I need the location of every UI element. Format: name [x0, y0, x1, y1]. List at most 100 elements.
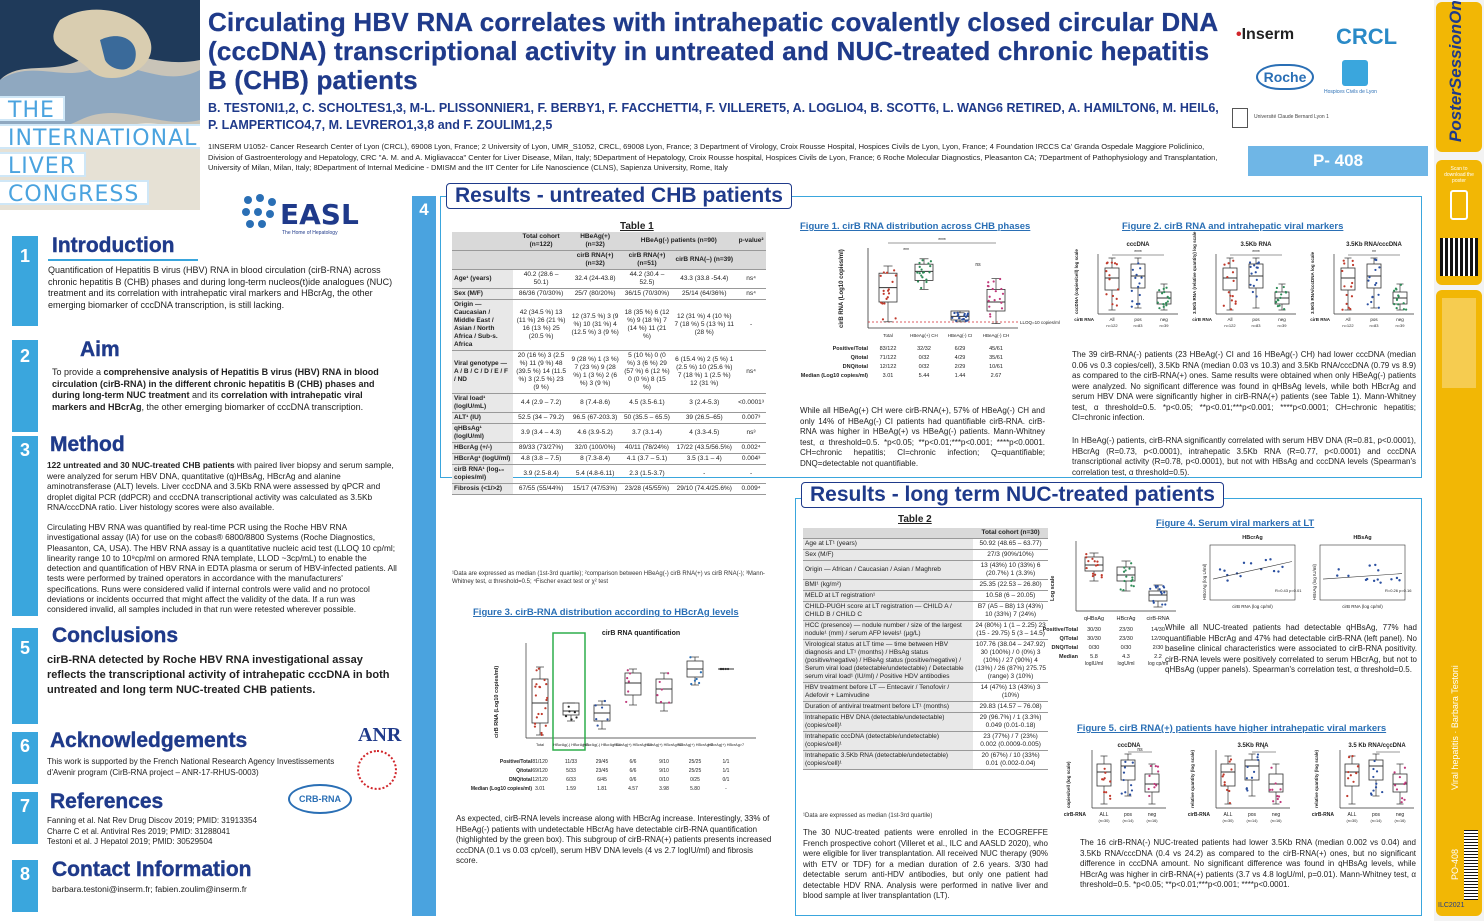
table2-cell: Intrahepatic HBV DNA (detectable/undetec… — [803, 712, 974, 732]
table1-cell: 4.5 (3.5-6.1) — [621, 393, 673, 413]
fig5-box-point — [1245, 777, 1248, 780]
fig5-box-point — [1124, 760, 1127, 763]
table1-cell: 4 (3.3-4.5) — [672, 423, 737, 443]
right-side-strip: PosterSessionOnline Scan to download the… — [1434, 0, 1484, 921]
fig1-box-point — [921, 259, 924, 262]
fig4-stat-value: 30/30 — [1087, 627, 1101, 633]
fig4-box-point — [1119, 588, 1122, 591]
fig3-stat-value: 12/120 — [532, 777, 548, 783]
fig1-stat-value: 10/61 — [989, 364, 1003, 370]
fig5-box-box — [1120, 759, 1136, 781]
fig1-stat-value: 6/29 — [955, 346, 966, 352]
fig5-x-prefix: cirB-RNA — [1312, 812, 1335, 818]
fig2-box-point — [1343, 285, 1346, 288]
table2-cell: 24 (80%) 1 (1 – 2.25) 23 (15 - 29.75) 5 … — [973, 620, 1048, 640]
fig1-box-point — [966, 319, 969, 322]
table2-grid: Total cohort (n=30) Age at LT¹ (years) 50… — [803, 528, 1048, 770]
table1-subheader: cirB RNA(–) (n=39) — [672, 250, 737, 270]
fig5-box-point — [1103, 790, 1106, 794]
fig2-box-point — [1368, 276, 1371, 279]
fig5-n-label: (n=14) — [1122, 819, 1134, 823]
fig1-sig: ns — [975, 262, 981, 268]
fig5-box-box — [1096, 763, 1112, 787]
ilc-year: ILC2021 — [1438, 902, 1465, 909]
fig5-box-point — [1349, 774, 1352, 777]
fig3-text: As expected, cirB-RNA levels increase al… — [456, 814, 772, 865]
fig3-box-box — [562, 702, 580, 716]
table2-cell: 14 (47%) 13 (43%) 3 (10%) — [973, 682, 1048, 702]
fig5-box-point — [1128, 793, 1132, 796]
fig5-box-point — [1404, 781, 1407, 784]
fig2-box-point — [1347, 306, 1350, 309]
table2-cell: CHILD-PUGH score at LT registration — CH… — [803, 601, 974, 621]
fig4-corr-point — [1337, 568, 1340, 571]
fig2-box-point — [1165, 286, 1168, 289]
ilc-word-the: THE — [0, 96, 65, 123]
fig5-box-point — [1245, 787, 1248, 790]
fig1-stat-value: 5.44 — [919, 373, 930, 379]
fig5-box-point — [1123, 766, 1127, 769]
fig2-x-tick: neg — [1278, 317, 1286, 322]
fig2-box-point — [1375, 281, 1378, 285]
fig5-ylabel: copies/cell (log scale) — [1066, 761, 1071, 808]
fig4-stat-label: Positive/Total — [1043, 627, 1079, 633]
fig5-text: The 16 cirB-RNA(-) NUC-treated patients … — [1080, 838, 1416, 889]
fig4-corr-point — [1269, 558, 1272, 561]
poster-session-online-logo[interactable]: PosterSessionOnline — [1436, 0, 1482, 152]
fig3-stat-value: 6/6 — [630, 768, 637, 774]
fig4-box-point — [1161, 603, 1164, 606]
fig4-box-point — [1125, 575, 1128, 578]
fig2-box-point — [1343, 262, 1346, 265]
fig5-box-point — [1356, 765, 1360, 768]
table1-cell: 50 (35.5 – 65.5) — [621, 412, 673, 424]
table1-row: Origin — Caucasian / Middle East / Asian… — [452, 299, 766, 351]
poster-title: Circulating HBV RNA correlates with intr… — [208, 7, 1218, 95]
download-poster-panel[interactable]: Scan to download the poster — [1436, 160, 1482, 285]
fig1-box-point — [927, 262, 930, 265]
contact-text[interactable]: barbara.testoni@inserm.fr; fabien.zoulim… — [52, 884, 247, 894]
fig2-box-point — [1166, 300, 1169, 303]
fig4-box-point — [1131, 576, 1134, 579]
fig5-box-box — [1144, 773, 1160, 793]
fig2-box-point — [1366, 303, 1369, 306]
fig3-box-point — [625, 700, 628, 704]
fig5-sig: * — [1263, 747, 1265, 753]
fig2-box-point — [1251, 290, 1254, 294]
table2-cell: Sex (M/F) — [803, 549, 974, 561]
fig2-box-point — [1341, 308, 1344, 311]
fig5-n-label: (n=30) — [1098, 819, 1110, 823]
fig4-box-point — [1162, 586, 1166, 589]
fig3-box-point — [570, 718, 573, 721]
fig5-panel-title: 3.5 Kb RNA/cccDNA — [1348, 743, 1406, 749]
fig4-box-point — [1130, 562, 1133, 565]
ilc-word-congress: CONGRESS — [0, 180, 150, 207]
fig5-box-point — [1381, 790, 1384, 794]
fig4-x-tick: HBcrAg — [1117, 616, 1136, 622]
table1-cell: Origin — Caucasian / Middle East / Asian… — [452, 299, 514, 351]
fig2-panel-title: 3.5Kb RNA/cccDNA — [1346, 242, 1402, 248]
table1-cell: 42 (34.5 %) 13 (11 %) 26 (21 %) 16 (13 %… — [513, 299, 569, 351]
hcl-logo-icon — [1342, 60, 1368, 86]
inserm-logo: •Inserm — [1236, 26, 1295, 43]
fig2-box-point — [1137, 262, 1140, 265]
table1-cell: 40.2 (28.6 – 50.1) — [513, 269, 569, 289]
fig2-box-point — [1138, 302, 1141, 305]
fig2-box-point — [1393, 289, 1396, 292]
table2-cell: Age at LT¹ (years) — [803, 538, 974, 550]
qr-code-icon[interactable] — [1440, 238, 1478, 276]
fig4-chart: Log scale qHBsAg HBcrAg cirB-RNA Positive/To… — [1043, 535, 1413, 667]
fig5-box-box — [1220, 763, 1236, 787]
fig5-box-point — [1394, 784, 1397, 787]
fig2-sig: **** — [1252, 250, 1260, 256]
fig2-x-tick: pos — [1134, 317, 1142, 322]
table1-cell: 40/11 (78/24%) — [621, 442, 673, 454]
fig1-box-point — [998, 297, 1001, 301]
fig5-box-point — [1148, 794, 1151, 798]
fig2-box-point — [1341, 269, 1344, 273]
fig3-box-point — [659, 700, 663, 704]
fig4-box-point — [1091, 572, 1095, 575]
fig2-box-point — [1350, 285, 1353, 288]
fig3-box-point — [535, 669, 538, 672]
fig2-box-point — [1111, 303, 1114, 306]
fig4-corr-ylabel: HBcrAg (log U/ml) — [1202, 563, 1207, 600]
